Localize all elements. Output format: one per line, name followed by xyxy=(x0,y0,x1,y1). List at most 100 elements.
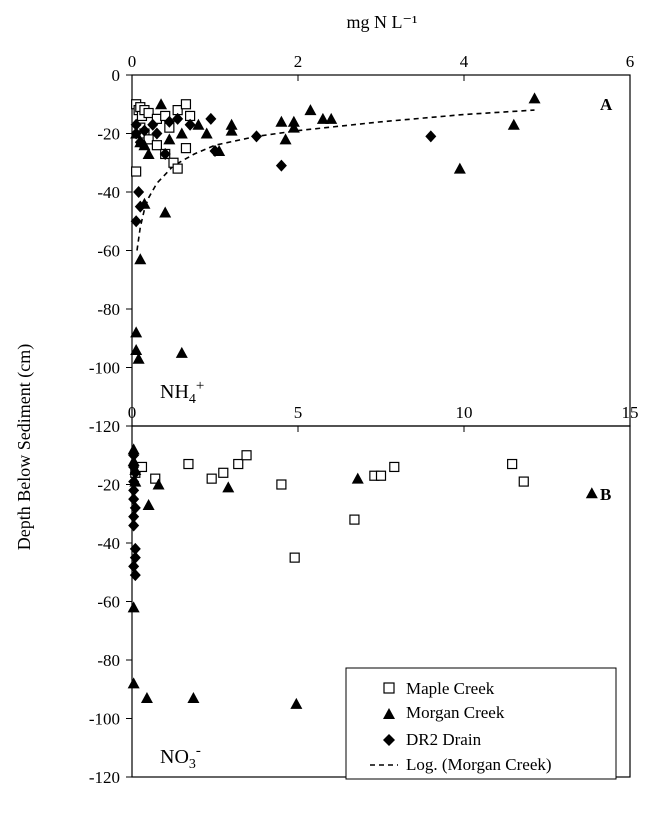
point-morgan-creek xyxy=(175,127,188,139)
point-maple-creek xyxy=(180,143,192,154)
y-tick-label-b: -60 xyxy=(97,593,120,612)
point-morgan-creek xyxy=(225,118,238,130)
point-dr2-drain xyxy=(129,551,141,564)
x-tick-label-b: 0 xyxy=(128,403,137,422)
point-morgan-creek xyxy=(287,115,300,127)
point-maple-creek xyxy=(150,473,161,484)
point-dr2-drain xyxy=(147,118,159,131)
point-morgan-creek xyxy=(507,118,520,130)
point-maple-creek xyxy=(233,458,244,470)
point-dr2-drain xyxy=(130,127,142,140)
point-maple-creek xyxy=(183,458,194,470)
y-tick-label-b: -20 xyxy=(97,476,120,495)
point-morgan-creek xyxy=(163,133,176,145)
legend-label-trendline: Log. (Morgan Creek) xyxy=(406,755,552,774)
legend-label-morgan-creek: Morgan Creek xyxy=(406,703,505,722)
y-tick-label-a: -40 xyxy=(97,183,120,202)
trendline-morgan-creek xyxy=(136,109,535,251)
top-axis-title: mg N L⁻¹ xyxy=(347,12,418,32)
point-dr2-drain xyxy=(151,127,163,140)
point-morgan-creek xyxy=(140,692,153,704)
panel-a-ticks: 0 2 4 6 0 -20 -40 -60 -80 -100 -120 xyxy=(89,52,634,436)
legend-label-maple-creek: Maple Creek xyxy=(406,679,495,698)
point-maple-creek xyxy=(206,473,217,484)
point-morgan-creek xyxy=(127,601,140,613)
point-morgan-creek xyxy=(325,112,338,124)
point-maple-creek xyxy=(218,467,229,478)
point-dr2-drain xyxy=(425,130,437,143)
point-morgan-creek xyxy=(200,127,213,139)
point-dr2-drain xyxy=(128,560,140,573)
y-tick-label-a: -80 xyxy=(97,300,120,319)
panel-b-ion-label: NO3- xyxy=(160,743,201,772)
panel-b-ticks: 0 5 10 15 -20 -40 -60 -80 -100 -120 xyxy=(89,403,639,787)
point-dr2-drain xyxy=(205,112,217,125)
point-maple-creek xyxy=(518,476,529,487)
point-dr2-drain xyxy=(133,186,145,198)
point-morgan-creek xyxy=(192,118,205,130)
point-dr2-drain xyxy=(129,569,141,582)
point-morgan-creek xyxy=(316,112,329,124)
point-morgan-creek xyxy=(279,133,292,145)
legend: Maple Creek Morgan Creek DR2 Drain Log. … xyxy=(345,667,617,780)
point-maple-creek xyxy=(143,134,154,145)
point-morgan-creek xyxy=(132,352,145,364)
point-maple-creek xyxy=(389,461,400,473)
point-dr2-drain xyxy=(134,200,146,213)
point-morgan-creek xyxy=(142,147,155,159)
point-morgan-creek xyxy=(130,343,143,355)
point-dr2-drain xyxy=(128,519,140,532)
x-tick-label-b: 10 xyxy=(456,403,473,422)
point-morgan-creek xyxy=(453,162,466,174)
x-tick-label-a: 2 xyxy=(294,52,303,71)
x-tick-label-b: 5 xyxy=(294,403,303,422)
x-tick-label-a: 0 xyxy=(128,52,137,71)
point-morgan-creek xyxy=(351,472,364,484)
point-morgan-creek xyxy=(290,697,303,709)
point-morgan-creek xyxy=(152,478,165,490)
panel-a: 0 2 4 6 0 -20 -40 -60 -80 -100 -120 A NH4+ xyxy=(89,52,634,436)
point-dr2-drain xyxy=(209,145,221,158)
y-tick-label-b: -40 xyxy=(97,534,120,553)
point-maple-creek xyxy=(180,99,192,110)
point-dr2-drain xyxy=(251,130,262,143)
point-dr2-drain xyxy=(184,118,196,131)
legend-marker-morgan-creek xyxy=(383,708,395,719)
point-maple-creek xyxy=(143,107,154,119)
point-dr2-drain xyxy=(138,124,150,137)
legend-label-dr2-drain: DR2 Drain xyxy=(406,730,482,749)
point-morgan-creek xyxy=(155,98,168,110)
y-tick-label-b: -100 xyxy=(89,710,120,729)
point-morgan-creek xyxy=(127,443,140,455)
point-dr2-drain xyxy=(129,466,141,479)
x-tick-label-a: 4 xyxy=(460,52,469,71)
y-tick-label-b: -120 xyxy=(89,768,120,787)
y-tick-label-b: -80 xyxy=(97,651,120,670)
point-maple-creek xyxy=(151,140,162,151)
y-tick-label-a: 0 xyxy=(112,66,121,85)
point-morgan-creek xyxy=(130,326,143,338)
panel-b-marks xyxy=(127,443,598,709)
point-morgan-creek xyxy=(175,346,188,358)
point-maple-creek xyxy=(276,479,287,490)
point-morgan-creek xyxy=(287,121,300,133)
point-dr2-drain xyxy=(128,484,140,497)
point-dr2-drain xyxy=(163,115,175,128)
point-morgan-creek xyxy=(585,487,598,499)
y-tick-label-a: -100 xyxy=(89,359,120,378)
point-dr2-drain xyxy=(128,493,140,506)
y-tick-label-a: -60 xyxy=(97,242,120,261)
legend-marker-dr2-drain xyxy=(383,734,395,746)
point-dr2-drain xyxy=(128,449,140,462)
point-maple-creek xyxy=(289,552,300,563)
point-dr2-drain xyxy=(128,475,140,488)
point-morgan-creek xyxy=(134,253,147,265)
point-dr2-drain xyxy=(129,542,141,555)
point-maple-creek xyxy=(375,470,387,481)
point-morgan-creek xyxy=(187,692,200,704)
point-dr2-drain xyxy=(128,510,140,523)
panel-a-ion-label: NH4+ xyxy=(160,378,204,407)
point-morgan-creek xyxy=(142,498,155,510)
legend-marker-maple-creek xyxy=(383,682,395,694)
